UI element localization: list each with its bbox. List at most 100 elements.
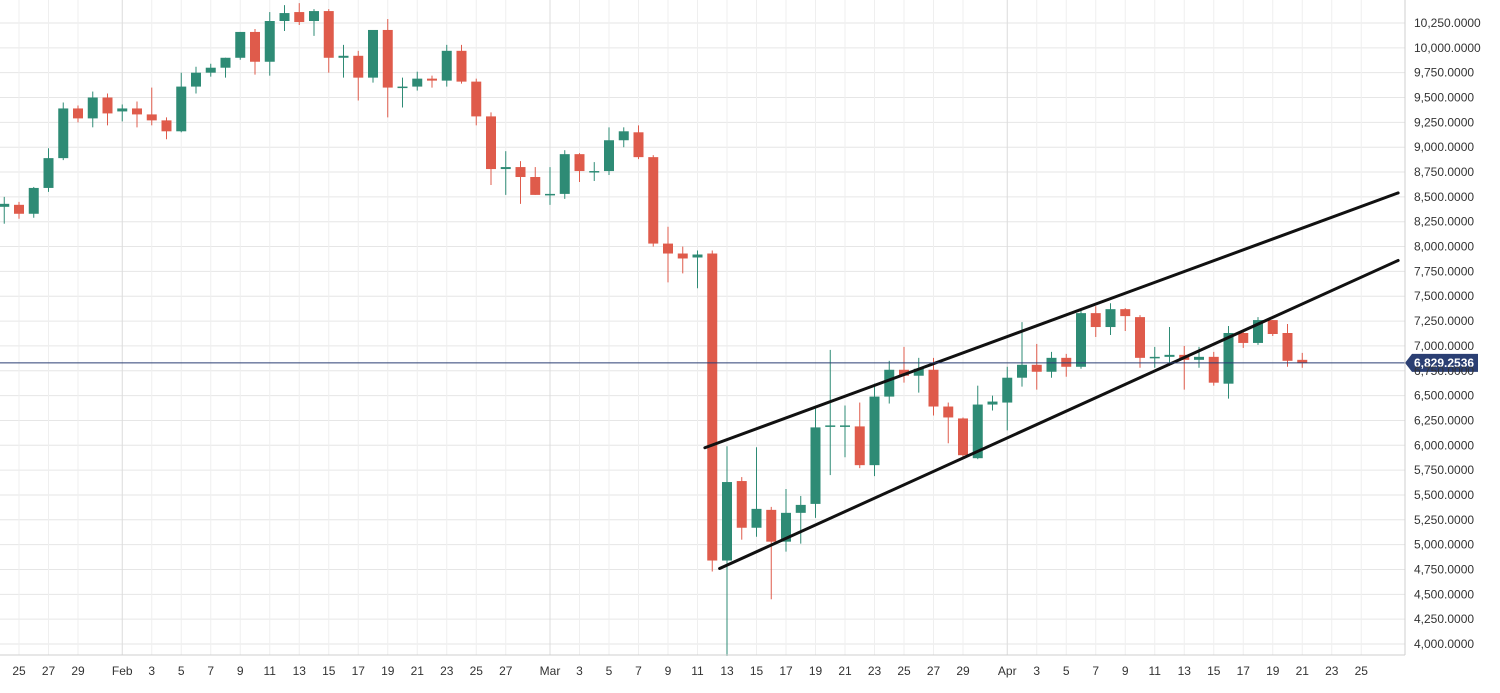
candle-body: [486, 116, 496, 170]
candle-body: [279, 13, 290, 22]
candle-body: [1267, 320, 1278, 334]
y-tick-label: 9,250.0000: [1414, 115, 1474, 129]
x-tick-label: 7: [635, 664, 642, 678]
candle-body: [412, 78, 423, 87]
candle-body: [825, 425, 836, 427]
candle-up: [987, 395, 998, 411]
candle-up: [545, 167, 555, 205]
candle-body: [73, 108, 83, 119]
y-tick-label: 5,000.0000: [1414, 538, 1474, 552]
candle-body: [736, 481, 747, 528]
candle-down: [1208, 351, 1219, 386]
candle-up: [58, 102, 69, 161]
y-tick-label: 4,000.0000: [1414, 637, 1474, 651]
candle-up: [43, 148, 54, 192]
candle-down: [1238, 331, 1249, 348]
candle-body: [1164, 354, 1175, 357]
candle-body: [0, 203, 10, 207]
y-tick-label: 7,000.0000: [1414, 339, 1474, 353]
candle-up: [117, 104, 128, 122]
candle-up: [191, 66, 201, 94]
candle-body: [913, 368, 924, 376]
candle-down: [486, 112, 496, 185]
x-tick-label: 13: [293, 664, 307, 678]
candle-body: [884, 369, 895, 397]
x-tick-label: 3: [576, 664, 583, 678]
x-tick-label: 5: [1063, 664, 1070, 678]
y-tick-label: 8,500.0000: [1414, 190, 1474, 204]
candle-down: [958, 417, 968, 459]
candle-up: [338, 44, 349, 78]
candle-body: [515, 167, 526, 178]
candle-up: [0, 196, 10, 224]
candle-body: [117, 108, 128, 112]
upper-channel-line: [703, 191, 1400, 450]
current-price-badge-bg: [1405, 353, 1478, 372]
candle-up: [1149, 346, 1160, 368]
candle-up: [1105, 303, 1116, 335]
x-tick-label: 23: [1325, 664, 1339, 678]
current-price-badge: 6,829.2536: [1405, 353, 1478, 372]
candle-up: [500, 151, 511, 195]
candle-up: [1076, 310, 1086, 369]
candle-body: [1090, 313, 1101, 328]
candle-down: [146, 87, 157, 126]
candle-down: [1120, 308, 1131, 332]
candle-body: [102, 97, 113, 114]
candle-down: [928, 357, 939, 416]
trendline-layer: [703, 191, 1400, 570]
candle-body: [589, 171, 600, 173]
candle-body: [1282, 333, 1293, 361]
candle-body: [677, 253, 688, 259]
x-tick-label: 27: [42, 664, 56, 678]
candle-body: [958, 418, 968, 456]
candle-body: [663, 243, 673, 254]
candle-down: [899, 346, 909, 383]
y-tick-label: 8,250.0000: [1414, 215, 1474, 229]
candle-body: [1135, 317, 1145, 358]
x-tick-label: 3: [1033, 664, 1040, 678]
candle-down: [1267, 320, 1278, 336]
candle-up: [412, 71, 423, 91]
x-tick-label: 9: [237, 664, 244, 678]
x-tick-label: Feb: [112, 664, 133, 678]
candle-body: [751, 508, 762, 528]
candle-down: [1135, 315, 1145, 368]
x-tick-label: 13: [720, 664, 734, 678]
candle-body: [1194, 356, 1204, 360]
y-tick-label: 5,250.0000: [1414, 513, 1474, 527]
x-tick-label: 15: [750, 664, 764, 678]
y-tick-label: 9,750.0000: [1414, 66, 1474, 80]
candle-body: [205, 67, 216, 73]
y-tick-label: 7,500.0000: [1414, 289, 1474, 303]
candle-up: [692, 250, 703, 289]
candle-body: [28, 187, 39, 214]
y-tick-label: 9,000.0000: [1414, 140, 1474, 154]
candle-body: [338, 55, 349, 58]
candle-down: [14, 201, 24, 219]
candle-body: [1149, 356, 1160, 359]
x-tick-label: 5: [178, 664, 185, 678]
candle-up: [368, 29, 378, 83]
candle-body: [899, 369, 909, 376]
candle-down: [1061, 353, 1072, 377]
candle-body: [795, 504, 806, 513]
candle-up: [264, 12, 275, 76]
candle-down: [427, 75, 437, 88]
candle-up: [618, 127, 629, 148]
candle-down: [1297, 352, 1308, 368]
candle-down: [353, 50, 364, 101]
candle-body: [648, 157, 659, 244]
candle-body: [530, 177, 541, 195]
candle-up: [722, 446, 732, 656]
candle-body: [633, 132, 644, 158]
candle-up: [559, 150, 570, 199]
candle-down: [736, 477, 747, 540]
candle-body: [1208, 356, 1219, 383]
x-tick-label: 7: [207, 664, 214, 678]
candle-body: [294, 12, 305, 23]
candle-down: [323, 9, 334, 73]
candle-up: [87, 91, 98, 128]
